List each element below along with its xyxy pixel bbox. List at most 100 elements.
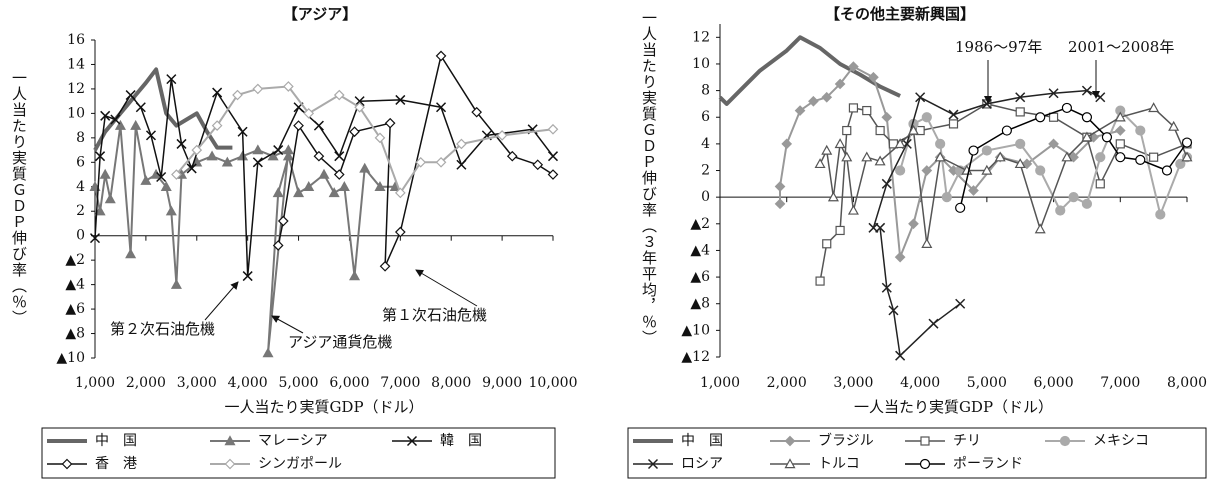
y-tick-label: ▲10 xyxy=(56,350,85,366)
y-tick-label: 4 xyxy=(76,179,85,195)
marker xyxy=(834,138,846,149)
marker xyxy=(334,151,345,162)
marker xyxy=(186,163,197,174)
marker xyxy=(406,435,418,447)
marker xyxy=(941,192,952,203)
x-tick-label: 7,000 xyxy=(1100,375,1140,391)
marker xyxy=(1114,111,1126,122)
series-line xyxy=(779,65,1121,259)
marker xyxy=(277,215,289,227)
marker xyxy=(170,278,182,289)
y-tick-label: ▲2 xyxy=(65,252,85,268)
marker xyxy=(436,102,447,113)
marker xyxy=(921,112,932,123)
marker xyxy=(273,145,284,156)
marker xyxy=(1115,152,1126,163)
marker xyxy=(176,138,187,149)
x-tick-label: 9,000 xyxy=(482,375,522,391)
marker xyxy=(547,123,559,135)
marker xyxy=(1149,152,1159,162)
marker xyxy=(252,83,264,95)
legend-label: メキシコ xyxy=(1093,433,1149,449)
marker xyxy=(1181,151,1193,162)
marker xyxy=(1115,139,1125,149)
marker xyxy=(359,162,371,173)
legend-label: トルコ xyxy=(818,456,860,472)
marker xyxy=(1095,92,1106,103)
marker xyxy=(921,238,933,248)
marker xyxy=(1068,192,1079,203)
marker xyxy=(862,105,872,116)
marker xyxy=(456,138,467,150)
marker xyxy=(908,218,919,230)
x-tick-label: 2,000 xyxy=(767,375,807,391)
marker xyxy=(171,169,182,180)
marker xyxy=(100,110,111,121)
series-line xyxy=(872,89,1101,357)
marker xyxy=(328,187,340,198)
y-tick-label: 8 xyxy=(701,83,710,99)
marker xyxy=(1135,125,1146,136)
y-tick-label: 4 xyxy=(701,136,710,152)
chart-title: 【アジア】 xyxy=(283,5,357,23)
marker xyxy=(374,132,386,144)
legend-label: ブラジル xyxy=(818,432,874,449)
marker xyxy=(262,347,274,358)
marker xyxy=(374,181,386,191)
marker xyxy=(166,74,177,85)
marker xyxy=(99,168,111,179)
marker xyxy=(1034,223,1046,234)
marker xyxy=(130,119,142,130)
y-tick-label: 2 xyxy=(701,163,710,179)
marker xyxy=(1061,102,1073,114)
legend-label: ロシア xyxy=(681,456,723,472)
legend-label: 香 港 xyxy=(95,456,137,472)
marker xyxy=(821,91,833,103)
marker xyxy=(94,205,106,216)
marker xyxy=(456,159,467,170)
marker xyxy=(981,145,992,156)
x-tick-label: 3,000 xyxy=(833,375,873,391)
x-tick-label: 5,000 xyxy=(279,375,319,391)
marker xyxy=(848,103,859,113)
marker xyxy=(894,251,906,263)
legend-label: シンガポール xyxy=(258,456,342,472)
marker xyxy=(981,164,993,175)
marker xyxy=(821,144,833,155)
marker xyxy=(948,109,959,120)
marker xyxy=(934,151,946,162)
x-tick-label: 2,000 xyxy=(126,375,166,391)
marker xyxy=(89,233,101,244)
marker xyxy=(354,101,365,113)
marker xyxy=(532,159,544,171)
marker xyxy=(272,187,284,198)
y-tick-label: ▲4 xyxy=(690,242,710,258)
marker xyxy=(888,305,899,316)
x-axis-label: 一人当たり実質GDP（ドル） xyxy=(854,398,1053,416)
series-line xyxy=(93,67,233,152)
marker xyxy=(1035,112,1046,123)
legend-label: 中 国 xyxy=(681,433,723,449)
marker xyxy=(1061,151,1073,162)
marker xyxy=(1148,102,1160,113)
marker xyxy=(814,158,826,169)
marker xyxy=(272,240,284,251)
y-tick-label: 8 xyxy=(76,130,85,146)
marker xyxy=(338,181,350,191)
marker xyxy=(994,151,1006,162)
marker xyxy=(145,130,157,141)
marker xyxy=(547,169,559,180)
marker xyxy=(313,150,325,162)
y-tick-label: 0 xyxy=(701,189,710,205)
x-tick-label: 3,000 xyxy=(177,375,217,391)
x-tick-label: 6,000 xyxy=(1034,375,1074,391)
marker xyxy=(794,105,806,116)
marker xyxy=(1015,107,1025,117)
marker xyxy=(822,239,832,249)
marker xyxy=(303,181,315,191)
marker xyxy=(895,165,906,176)
marker xyxy=(881,282,892,293)
marker xyxy=(135,102,146,113)
series-line xyxy=(94,124,396,355)
marker xyxy=(955,298,966,309)
